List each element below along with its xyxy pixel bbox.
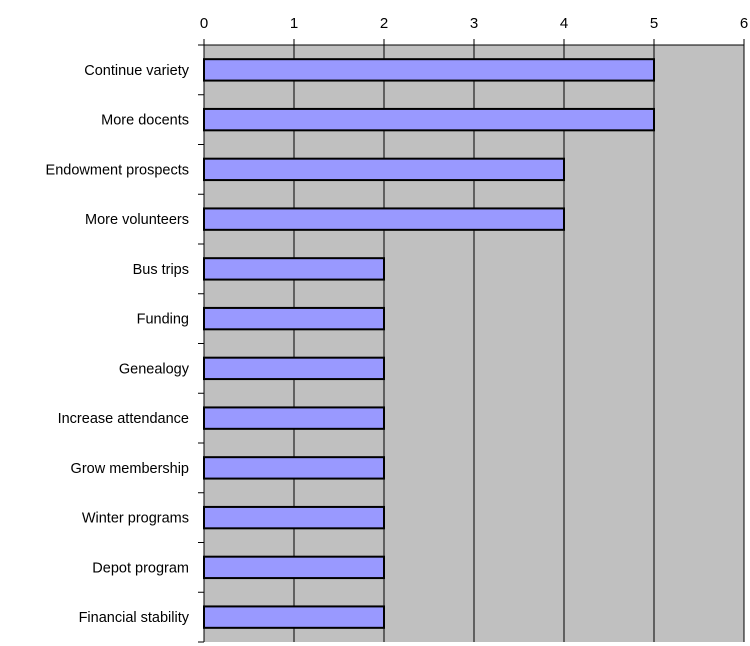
bar bbox=[203, 157, 565, 182]
category-label: More docents bbox=[101, 113, 189, 129]
bar bbox=[203, 107, 655, 132]
x-tick-label: 2 bbox=[380, 15, 388, 32]
x-tick-label: 5 bbox=[650, 15, 658, 32]
bar bbox=[203, 58, 655, 82]
category-label: Financial stability bbox=[79, 610, 190, 626]
axes bbox=[198, 39, 744, 643]
category-labels: Continue variety More docents Endowment pr… bbox=[46, 63, 190, 626]
category-label: More volunteers bbox=[85, 212, 189, 228]
category-label: Depot program bbox=[92, 560, 189, 576]
category-label: Increase attendance bbox=[58, 411, 189, 427]
category-label: Genealogy bbox=[119, 361, 190, 377]
category-label: Winter programs bbox=[82, 511, 189, 527]
x-tick-label: 1 bbox=[290, 15, 298, 32]
x-tick-labels: 0 1 2 3 4 5 6 bbox=[200, 15, 748, 45]
category-label: Funding bbox=[137, 312, 189, 328]
x-tick-label: 3 bbox=[470, 15, 478, 32]
bar bbox=[203, 207, 565, 231]
category-label: Grow membership bbox=[71, 461, 189, 477]
bar bbox=[203, 406, 385, 430]
x-tick-label: 0 bbox=[200, 15, 208, 32]
bar bbox=[203, 257, 385, 281]
x-tick-label: 6 bbox=[740, 15, 748, 32]
bar bbox=[203, 605, 385, 629]
bar bbox=[203, 306, 385, 331]
bar bbox=[203, 456, 385, 480]
bar bbox=[203, 505, 385, 530]
x-tick-label: 4 bbox=[560, 15, 568, 32]
gridlines bbox=[293, 45, 745, 642]
category-label: Endowment prospects bbox=[46, 162, 189, 178]
category-label: Continue variety bbox=[84, 63, 190, 79]
bar bbox=[203, 555, 385, 580]
bar bbox=[203, 356, 385, 381]
category-label: Bus trips bbox=[133, 262, 189, 278]
